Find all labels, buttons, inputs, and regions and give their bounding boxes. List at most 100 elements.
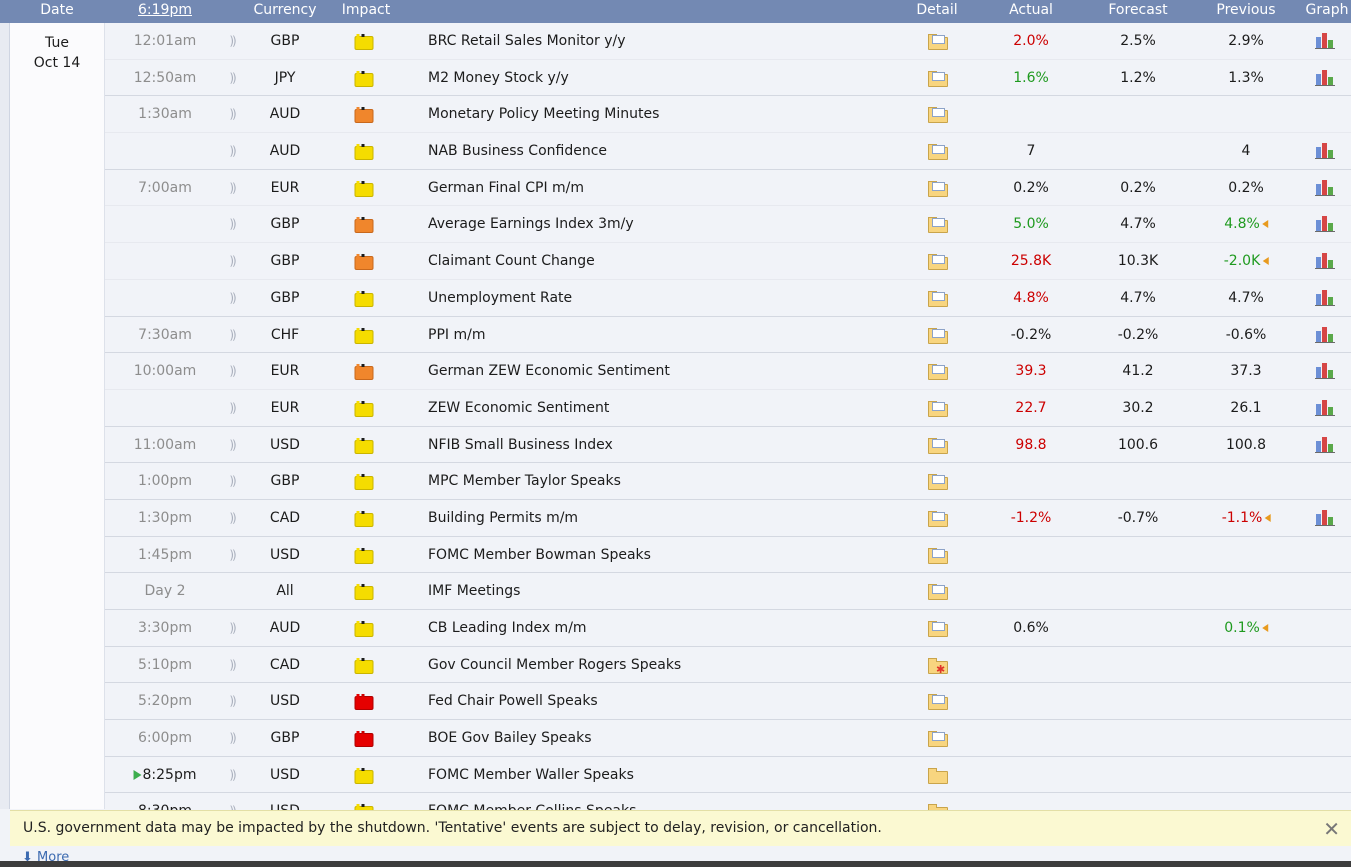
- event-title[interactable]: Claimant Count Change: [428, 253, 595, 270]
- event-title[interactable]: NFIB Small Business Index: [428, 436, 613, 453]
- detail-folder-icon[interactable]: [928, 767, 948, 784]
- event-title[interactable]: German Final CPI m/m: [428, 179, 585, 196]
- event-title[interactable]: BOE Gov Bailey Speaks: [428, 730, 592, 747]
- sound-icon[interactable]: )): [229, 731, 237, 746]
- event-title[interactable]: Average Earnings Index 3m/y: [428, 216, 634, 233]
- detail-folder-icon[interactable]: [928, 70, 948, 87]
- event-title[interactable]: BRC Retail Sales Monitor y/y: [428, 33, 626, 49]
- detail-folder-icon[interactable]: [928, 327, 948, 344]
- detail-folder-icon[interactable]: [928, 180, 948, 197]
- event-title[interactable]: Monetary Policy Meeting Minutes: [428, 106, 660, 123]
- sound-icon[interactable]: )): [229, 400, 237, 415]
- revised-icon[interactable]: [1264, 513, 1271, 522]
- impact-yellow-icon[interactable]: [354, 657, 374, 674]
- graph-icon[interactable]: [1315, 289, 1335, 306]
- impact-red-icon[interactable]: [354, 731, 374, 748]
- sound-icon[interactable]: )): [229, 254, 237, 269]
- event-title[interactable]: CB Leading Index m/m: [428, 620, 587, 636]
- header-time[interactable]: 6:19pm: [138, 2, 192, 18]
- detail-folder-icon[interactable]: [928, 364, 948, 381]
- detail-folder-icon[interactable]: [928, 510, 948, 527]
- impact-orange-icon[interactable]: [354, 364, 374, 381]
- table-row[interactable]: )) EUR ZEW Economic Sentiment 22.7 30.2 26.1: [105, 390, 1351, 427]
- impact-orange-icon[interactable]: [354, 217, 374, 234]
- event-title[interactable]: FOMC Member Waller Speaks: [428, 766, 634, 783]
- graph-icon[interactable]: [1315, 32, 1335, 49]
- table-row[interactable]: 1:30pm)) CAD Building Permits m/m -1.2% -0.7…: [105, 500, 1351, 537]
- detail-folder-icon[interactable]: [928, 547, 948, 564]
- impact-yellow-icon[interactable]: [354, 290, 374, 307]
- detail-folder-icon[interactable]: [928, 400, 948, 417]
- sound-icon[interactable]: )): [229, 437, 237, 452]
- graph-icon[interactable]: [1315, 326, 1335, 343]
- impact-yellow-icon[interactable]: [354, 510, 374, 527]
- event-title[interactable]: IMF Meetings: [428, 583, 521, 600]
- graph-icon[interactable]: [1315, 252, 1335, 270]
- sound-icon[interactable]: )): [229, 657, 237, 672]
- event-title[interactable]: NAB Business Confidence: [428, 143, 608, 160]
- detail-folder-icon[interactable]: [928, 290, 948, 307]
- detail-folder-icon[interactable]: [928, 34, 948, 50]
- impact-yellow-icon[interactable]: [354, 70, 374, 87]
- revised-icon[interactable]: [1261, 624, 1268, 632]
- event-title[interactable]: Building Permits m/m: [428, 509, 579, 526]
- sound-icon[interactable]: )): [229, 217, 237, 232]
- impact-orange-icon[interactable]: [354, 254, 374, 271]
- event-title[interactable]: Fed Chair Powell Speaks: [428, 693, 598, 710]
- impact-yellow-icon[interactable]: [354, 547, 374, 564]
- table-row[interactable]: )) GBP Average Earnings Index 3m/y 5.0% 4.7%…: [105, 206, 1351, 244]
- event-title[interactable]: Gov Council Member Rogers Speaks: [428, 656, 682, 673]
- graph-icon[interactable]: [1315, 69, 1335, 86]
- table-row[interactable]: 8:25pm)) USD FOMC Member Waller Speaks: [105, 757, 1351, 794]
- detail-folder-icon[interactable]: [928, 621, 948, 637]
- impact-yellow-icon[interactable]: [354, 327, 374, 344]
- sound-icon[interactable]: )): [229, 70, 237, 85]
- table-row[interactable]: 1:30am)) AUD Monetary Policy Meeting Minut…: [105, 96, 1351, 134]
- table-row[interactable]: 11:00am)) USD NFIB Small Business Index 98.…: [105, 427, 1351, 464]
- event-title[interactable]: German ZEW Economic Sentiment: [428, 363, 670, 380]
- detail-folder-icon[interactable]: [928, 144, 948, 161]
- detail-folder-icon[interactable]: [928, 694, 948, 711]
- graph-icon[interactable]: [1315, 179, 1335, 196]
- table-row[interactable]: 3:30pm)) AUD CB Leading Index m/m 0.6% 0.1%: [105, 610, 1351, 647]
- table-row[interactable]: 1:00pm)) GBP MPC Member Taylor Speaks: [105, 463, 1351, 500]
- table-row[interactable]: )) AUD NAB Business Confidence 7 4: [105, 133, 1351, 170]
- event-title[interactable]: ZEW Economic Sentiment: [428, 399, 610, 416]
- table-row[interactable]: 12:50am)) JPY M2 Money Stock y/y 1.6% 1.2% 1.…: [105, 60, 1351, 97]
- detail-folder-icon[interactable]: ✱: [928, 657, 948, 676]
- detail-folder-icon[interactable]: [928, 217, 948, 234]
- sound-icon[interactable]: )): [229, 474, 237, 489]
- event-title[interactable]: FOMC Member Bowman Speaks: [428, 546, 651, 563]
- sound-icon[interactable]: )): [229, 767, 237, 782]
- sound-icon[interactable]: )): [229, 364, 237, 379]
- impact-yellow-icon[interactable]: [354, 34, 374, 50]
- detail-folder-icon[interactable]: [928, 584, 948, 601]
- sound-icon[interactable]: )): [229, 510, 237, 525]
- revised-icon[interactable]: [1262, 257, 1269, 266]
- table-row[interactable]: 10:00am)) EUR German ZEW Economic Sentimen…: [105, 353, 1351, 390]
- table-row[interactable]: 7:30am)) CHF PPI m/m -0.2% -0.2% -0.6%: [105, 317, 1351, 354]
- table-row[interactable]: )) GBP Claimant Count Change 25.8K 10.3K -2.0…: [105, 243, 1351, 280]
- close-icon[interactable]: ✕: [1323, 817, 1340, 841]
- table-row[interactable]: 12:01am)) GBP BRC Retail Sales Monitor y/y…: [105, 23, 1351, 60]
- sound-icon[interactable]: )): [229, 107, 237, 122]
- event-title[interactable]: MPC Member Taylor Speaks: [428, 473, 621, 490]
- impact-yellow-icon[interactable]: [354, 584, 374, 601]
- event-title[interactable]: Unemployment Rate: [428, 289, 573, 306]
- graph-icon[interactable]: [1315, 362, 1335, 380]
- detail-folder-icon[interactable]: [928, 731, 948, 748]
- table-row[interactable]: 5:10pm)) CAD Gov Council Member Rogers Spe…: [105, 647, 1351, 684]
- sound-icon[interactable]: )): [229, 547, 237, 562]
- impact-red-icon[interactable]: [354, 694, 374, 711]
- impact-yellow-icon[interactable]: [354, 437, 374, 454]
- table-row[interactable]: 5:20pm)) USD Fed Chair Powell Speaks: [105, 683, 1351, 721]
- detail-folder-icon[interactable]: [928, 107, 948, 124]
- impact-yellow-icon[interactable]: [354, 400, 374, 417]
- table-row[interactable]: 1:45pm)) USD FOMC Member Bowman Speaks: [105, 537, 1351, 574]
- sound-icon[interactable]: )): [229, 621, 237, 635]
- table-row[interactable]: 6:00pm)) GBP BOE Gov Bailey Speaks: [105, 720, 1351, 757]
- graph-icon[interactable]: [1315, 142, 1335, 160]
- impact-yellow-icon[interactable]: [354, 621, 374, 637]
- table-row[interactable]: )) GBP Unemployment Rate 4.8% 4.7% 4.7%: [105, 280, 1351, 317]
- graph-icon[interactable]: [1315, 399, 1335, 416]
